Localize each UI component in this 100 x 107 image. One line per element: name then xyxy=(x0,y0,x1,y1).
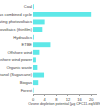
svg-text:Bioethanol (Sugarcane): Bioethanol (Sugarcane) xyxy=(0,72,33,77)
svg-text:Hydraulics: Hydraulics xyxy=(13,35,32,40)
svg-text:Onshore wind power: Onshore wind power xyxy=(0,57,33,62)
svg-text:Organic waste: Organic waste xyxy=(6,65,32,70)
svg-text:Concentrating photovoltaics: Concentrating photovoltaics xyxy=(0,19,32,24)
svg-text:Ozone depletion potential [μg: Ozone depletion potential [μg CFC11-eq/k… xyxy=(28,102,100,106)
svg-text:4: 4 xyxy=(44,97,47,102)
svg-text:20: 20 xyxy=(89,97,94,102)
svg-text:Coal: Coal xyxy=(24,4,32,9)
svg-text:Gas combined cycle: Gas combined cycle xyxy=(0,12,33,17)
svg-text:16: 16 xyxy=(77,97,82,102)
svg-text:ETBE: ETBE xyxy=(22,42,33,47)
svg-text:Offshore wind: Offshore wind xyxy=(7,50,32,55)
svg-text:Photovoltaics (thinfilm): Photovoltaics (thinfilm) xyxy=(0,27,33,32)
svg-text:12: 12 xyxy=(66,97,71,102)
svg-text:Biogas: Biogas xyxy=(20,80,32,85)
svg-text:8: 8 xyxy=(55,97,58,102)
svg-text:0: 0 xyxy=(32,97,35,102)
svg-text:Forest: Forest xyxy=(21,88,33,93)
